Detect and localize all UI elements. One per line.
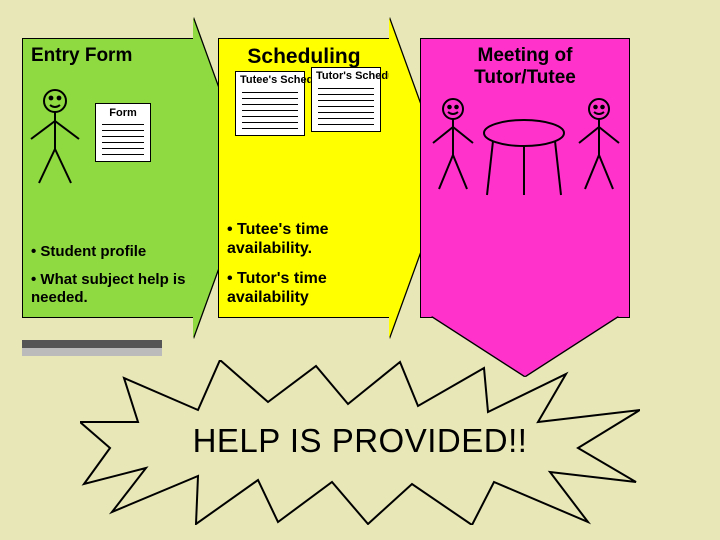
panel2-bullet2: • Tutor's time availability — [227, 269, 387, 307]
tutee-schedule-box: Tutee's Schedule — [235, 71, 305, 136]
entry-form-box: Form — [95, 103, 151, 162]
panel-meeting: Meeting of Tutor/Tutee — [420, 18, 688, 338]
sched-lines — [316, 88, 376, 125]
accent-bar — [22, 340, 162, 356]
tutor-schedule-box: Tutor's Schedule — [311, 67, 381, 132]
sched-lines — [240, 92, 300, 129]
entry-form-label: Form — [100, 107, 146, 119]
panel-scheduling: Scheduling Tutee's Schedule Tutor's Sche… — [218, 18, 448, 338]
tutor-schedule-label: Tutor's Schedule — [316, 71, 376, 83]
tutor-stick-icon — [427, 97, 479, 193]
form-lines — [100, 124, 146, 155]
explosion-text: HELP IS PROVIDED!! — [80, 422, 640, 460]
panel2-bullet1: • Tutee's time availability. — [227, 220, 387, 258]
tutee-stick-icon — [573, 97, 625, 193]
panel3-title: Meeting of Tutor/Tutee — [429, 45, 621, 89]
panel1-bullet2: • What subject help is needed. — [31, 271, 186, 307]
tutee-schedule-label: Tutee's Schedule — [240, 75, 300, 87]
explosion-callout: HELP IS PROVIDED!! — [80, 360, 640, 525]
panel1-bullet1: • Student profile — [31, 243, 186, 261]
panel1-title: Entry Form — [31, 45, 185, 67]
panel2-title: Scheduling — [227, 45, 381, 69]
student-stick-icon — [25, 87, 85, 187]
meeting-table-icon — [479, 119, 569, 202]
